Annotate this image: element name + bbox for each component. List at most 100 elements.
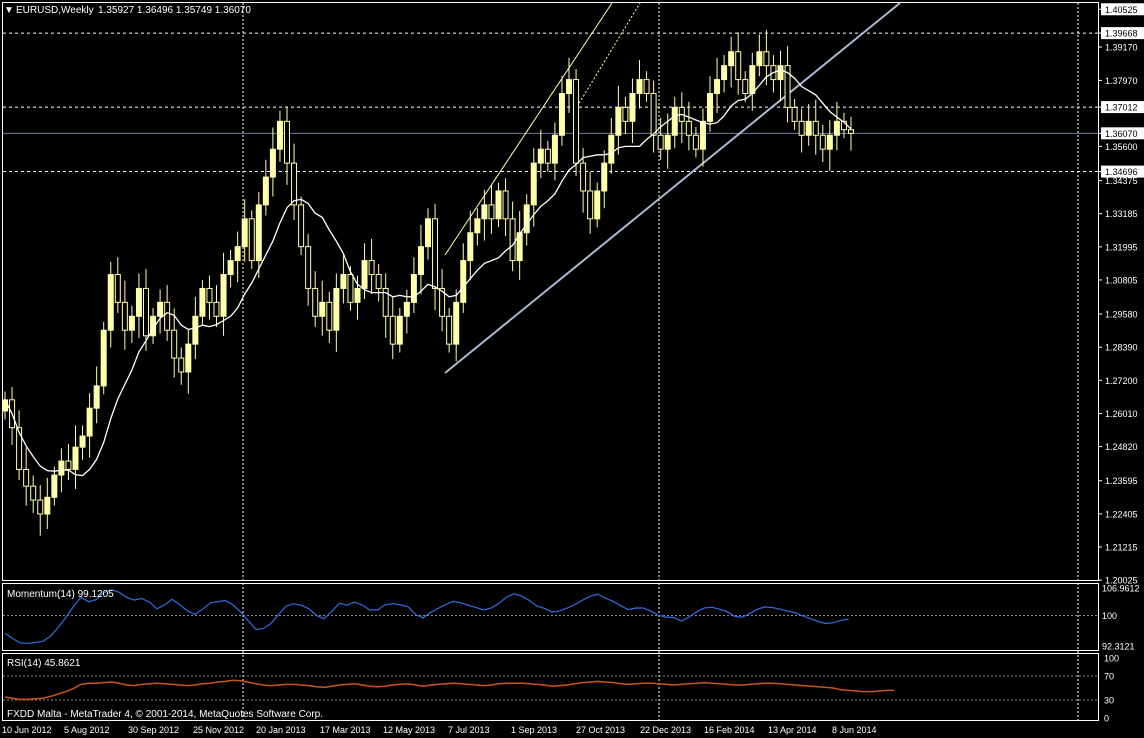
- candle-bear: [178, 357, 185, 373]
- candle-bull: [756, 51, 763, 67]
- price-tick-label: 1.36070: [1105, 129, 1138, 139]
- candle-bear: [298, 204, 305, 248]
- date-tick-label: 17 Mar 2013: [320, 725, 371, 735]
- price-tick-label: 1.28390: [1105, 343, 1138, 353]
- price-tick-label: 1.33185: [1105, 209, 1138, 219]
- candle-bear: [439, 287, 446, 317]
- candle-bull: [777, 65, 784, 81]
- candle-bear: [284, 120, 290, 164]
- candle-bear: [347, 274, 354, 303]
- candle-bull: [128, 315, 135, 331]
- candle-bull: [425, 218, 431, 248]
- date-tick-label: 5 Aug 2012: [64, 725, 110, 735]
- candle-bear: [622, 106, 629, 122]
- candle-bear: [509, 218, 516, 262]
- rsi-series: [4, 679, 895, 701]
- candle-bull: [481, 204, 488, 220]
- candle-bear: [502, 190, 509, 220]
- candle-bull: [707, 93, 713, 122]
- candle-bull: [58, 460, 65, 476]
- candle-bull: [276, 120, 283, 150]
- candle-bull: [826, 134, 833, 150]
- price-tick-label: 1.20025: [1105, 576, 1138, 586]
- candle-bull: [417, 246, 424, 276]
- candle-bear: [784, 65, 791, 108]
- candle-bull: [495, 190, 502, 220]
- candle-bear: [446, 315, 453, 345]
- trendline-channel-dotted[interactable]: [574, 2, 641, 111]
- candle-bear: [488, 204, 495, 220]
- candle-bull: [241, 218, 248, 248]
- trendline-support[interactable]: [444, 2, 901, 374]
- candle-bull: [361, 260, 368, 289]
- candle-bull: [185, 343, 192, 373]
- candle-bear: [573, 79, 580, 164]
- candle-bear: [432, 218, 439, 289]
- rsi-tick-label: 100: [1104, 654, 1119, 664]
- date-tick-label: 12 May 2013: [383, 725, 435, 735]
- candle-bull: [44, 496, 51, 515]
- candle-bull: [319, 301, 326, 317]
- candle-bull: [714, 79, 721, 95]
- price-tick-label: 1.34375: [1105, 176, 1138, 186]
- candle-bear: [742, 79, 749, 95]
- candle-bull: [51, 474, 58, 498]
- time-axis[interactable]: 10 Jun 2012 5 Aug 2012 30 Sep 2012 25 Nov 2…: [2, 725, 877, 735]
- momentum-tick-label: 106.9612: [1102, 584, 1140, 594]
- candle-bull: [340, 274, 347, 289]
- price-label-box: [1101, 27, 1144, 40]
- candle-bull: [157, 301, 164, 317]
- candle-bull: [594, 190, 601, 220]
- candle-bull: [474, 218, 481, 234]
- chart-grid: [242, 3, 1079, 720]
- candle-bull: [558, 93, 565, 136]
- candle-bear: [657, 134, 664, 150]
- date-tick-label: 27 Oct 2013: [576, 725, 625, 735]
- date-tick-label: 16 Feb 2014: [704, 725, 755, 735]
- date-tick-label: 13 Apr 2014: [768, 725, 817, 735]
- date-tick-label: 8 Jun 2014: [832, 725, 877, 735]
- candle-bull: [135, 287, 142, 317]
- momentum-tick-label: 92.3121: [1102, 642, 1135, 652]
- candle-bull: [396, 315, 403, 345]
- chart-collapse-icon[interactable]: ▼: [4, 5, 14, 16]
- price-tick-label: 1.21215: [1105, 543, 1138, 553]
- candle-bull: [234, 246, 241, 262]
- momentum-series: [4, 589, 849, 644]
- candle-bull: [629, 93, 636, 122]
- date-tick-label: 10 Jun 2012: [2, 725, 52, 735]
- candle-bull: [93, 385, 100, 409]
- price-tick-label: 1.37970: [1105, 76, 1138, 86]
- price-tick-label: 1.23595: [1105, 476, 1138, 486]
- candle-bear: [65, 460, 72, 470]
- candle-bear: [248, 218, 255, 262]
- candle-bear: [587, 190, 594, 220]
- candle-bull: [671, 106, 678, 136]
- candle-bull: [192, 315, 199, 345]
- candle-bear: [121, 301, 128, 331]
- price-label-box: [1101, 127, 1144, 140]
- candle-bear: [389, 315, 396, 345]
- candle-bull: [72, 446, 79, 470]
- price-axis[interactable]: 1.40525 1.39668 1.39170 1.37970 1.37012 1.360…: [1098, 3, 1144, 724]
- chart-title: EURUSD,Weekly: [16, 5, 94, 16]
- trendline-channel-upper[interactable]: [444, 2, 613, 256]
- date-tick-label: 1 Sep 2013: [511, 725, 557, 735]
- candle-bull: [566, 79, 572, 95]
- price-tick-label: 1.24820: [1105, 442, 1138, 452]
- momentum-tick-label: 100: [1102, 611, 1117, 621]
- candle-bull: [403, 301, 410, 317]
- trendline-group[interactable]: [444, 2, 901, 374]
- candle-bear: [37, 499, 44, 515]
- candle-bear: [312, 287, 319, 317]
- candle-bull: [262, 176, 269, 206]
- date-tick-label: 25 Nov 2012: [193, 725, 244, 735]
- price-tick-label: 1.31995: [1105, 242, 1138, 252]
- candle-bull: [833, 120, 840, 136]
- price-tick-label: 1.39668: [1105, 29, 1138, 39]
- date-tick-label: 20 Jan 2013: [256, 725, 306, 735]
- candle-bear: [685, 120, 692, 136]
- rsi-tick-label: 70: [1104, 672, 1114, 682]
- candle-bear: [171, 329, 178, 359]
